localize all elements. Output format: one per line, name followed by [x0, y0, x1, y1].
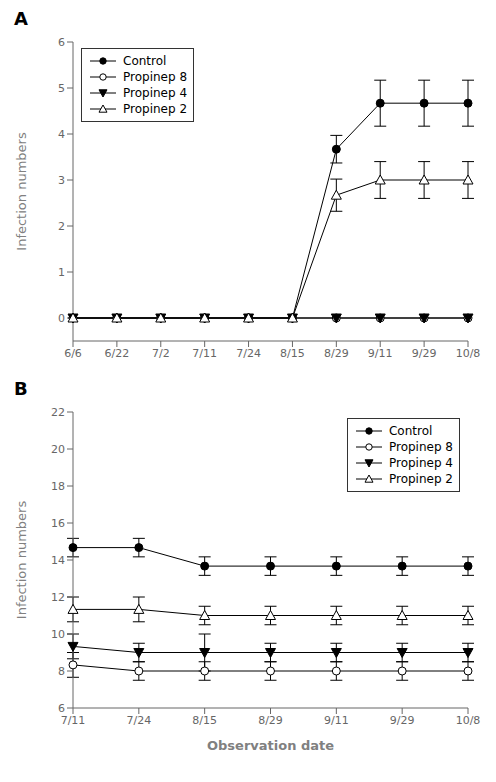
svg-text:Observation date: Observation date: [207, 738, 334, 753]
html-text:Propinep 2: Propinep 2: [123, 102, 187, 116]
html-text:Propinep 4: Propinep 4: [123, 86, 187, 100]
svg-text:22: 22: [51, 406, 65, 419]
html-text:Propinep 8: Propinep 8: [389, 440, 453, 454]
svg-text:10: 10: [51, 628, 65, 641]
svg-text:9/11: 9/11: [324, 714, 349, 727]
svg-text:10/8: 10/8: [456, 714, 481, 727]
svg-text:2: 2: [58, 220, 65, 233]
svg-text:7/24: 7/24: [236, 347, 261, 360]
svg-text:7/2: 7/2: [152, 347, 170, 360]
svg-text:12: 12: [51, 591, 65, 604]
svg-text:6/22: 6/22: [105, 347, 130, 360]
svg-text:4: 4: [58, 128, 65, 141]
svg-text:7/11: 7/11: [192, 347, 217, 360]
svg-text:0: 0: [58, 312, 65, 325]
html-text:Control: Control: [123, 54, 167, 68]
svg-text:Infection numbers: Infection numbers: [14, 501, 29, 620]
svg-text:8/15: 8/15: [280, 347, 305, 360]
svg-text:8/15: 8/15: [192, 714, 217, 727]
svg-text:8: 8: [58, 665, 65, 678]
svg-text:18: 18: [51, 480, 65, 493]
svg-text:6: 6: [58, 36, 65, 49]
svg-text:7/11: 7/11: [61, 714, 86, 727]
svg-text:14: 14: [51, 554, 65, 567]
svg-text:10/8: 10/8: [456, 347, 481, 360]
svg-text:7/24: 7/24: [126, 714, 151, 727]
svg-text:1: 1: [58, 266, 65, 279]
svg-text:3: 3: [58, 174, 65, 187]
svg-text:6/6: 6/6: [64, 347, 82, 360]
html-text:Propinep 8: Propinep 8: [123, 70, 187, 84]
svg-text:8/29: 8/29: [258, 714, 283, 727]
html-text:B: B: [14, 378, 28, 399]
svg-text:5: 5: [58, 82, 65, 95]
svg-text:6: 6: [58, 702, 65, 715]
svg-text:9/29: 9/29: [390, 714, 415, 727]
html-text:Propinep 2: Propinep 2: [389, 472, 453, 486]
html-text:Control: Control: [389, 424, 433, 438]
svg-text:9/11: 9/11: [368, 347, 393, 360]
svg-text:20: 20: [51, 443, 65, 456]
html-text:A: A: [14, 8, 28, 29]
svg-text:16: 16: [51, 517, 65, 530]
svg-text:9/29: 9/29: [412, 347, 437, 360]
svg-text:Infection numbers: Infection numbers: [14, 132, 29, 251]
svg-text:8/29: 8/29: [324, 347, 349, 360]
html-text:Propinep 4: Propinep 4: [389, 456, 453, 470]
